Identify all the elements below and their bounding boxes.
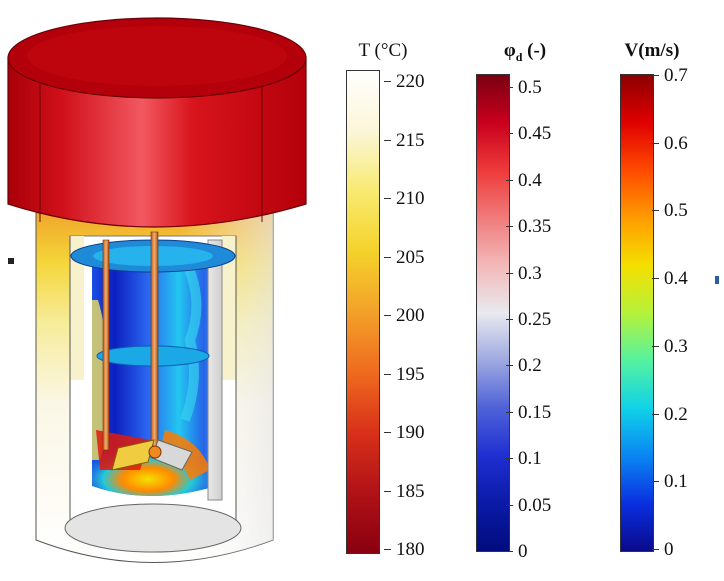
- temperature-tick-label: 190: [384, 422, 425, 443]
- reactor-3d-render: [7, 17, 307, 563]
- phase-fraction-tick-label: 0.45: [505, 123, 552, 145]
- phase-fraction-title-subscript: d: [515, 49, 523, 64]
- reactor-lid: [7, 17, 307, 228]
- shaft-center: [150, 231, 159, 455]
- velocity-tick-label: 0.6: [652, 132, 688, 154]
- velocity-tick-label: 0.1: [652, 471, 688, 493]
- phase-fraction-tick-label: 0.1: [506, 448, 542, 470]
- temperature-tick-label: 180: [384, 539, 425, 560]
- temperature-colorbar-title: T (°C): [358, 40, 408, 61]
- baffle: [207, 239, 223, 501]
- phase-fraction-tick-label: 0: [506, 541, 528, 562]
- velocity-colorbar: [620, 74, 654, 552]
- vessel-bottom: [64, 503, 242, 553]
- edge-marker: [715, 276, 719, 284]
- phase-fraction-tick-label: 0.05: [505, 494, 552, 516]
- velocity-tick-label: 0.4: [652, 268, 688, 290]
- phase-fraction-tick-label: 0.25: [505, 309, 552, 330]
- phase-fraction-colorbar-title: φd (-): [470, 40, 580, 65]
- phase-fraction-tick-label: 0.4: [506, 169, 542, 191]
- phase-fraction-tick-label: 0.5: [506, 77, 542, 98]
- temperature-tick-label: 195: [384, 363, 425, 385]
- velocity-colorbar-title: V(m/s): [624, 40, 680, 61]
- velocity-tick-label: 0: [652, 539, 674, 560]
- phase-fraction-tick-label: 0.35: [505, 216, 552, 238]
- temperature-tick-label: 205: [384, 246, 425, 268]
- margin-dot: [8, 258, 14, 264]
- temperature-tick-label: 215: [384, 129, 425, 151]
- temperature-tick-label: 200: [384, 305, 425, 326]
- shaft-left: [102, 239, 110, 451]
- phase-fraction-tick-label: 0.2: [506, 355, 542, 377]
- temperature-tick-label: 220: [384, 71, 425, 92]
- velocity-tick-label: 0.7: [652, 65, 688, 86]
- phase-fraction-colorbar: [476, 74, 510, 552]
- temperature-tick-label: 185: [384, 480, 425, 502]
- temperature-tick-label: 210: [384, 188, 425, 209]
- velocity-tick-label: 0.3: [652, 335, 688, 357]
- phase-fraction-title-symbol: φ: [503, 40, 516, 61]
- impeller-blades: [111, 439, 193, 471]
- phase-fraction-tick-label: 0.3: [506, 262, 542, 284]
- phase-fraction-title-unit: (-): [522, 40, 547, 61]
- velocity-tick-label: 0.2: [652, 403, 688, 425]
- phase-fraction-tick-label: 0.15: [505, 401, 552, 423]
- velocity-tick-label: 0.5: [652, 200, 688, 222]
- temperature-colorbar: [346, 70, 380, 554]
